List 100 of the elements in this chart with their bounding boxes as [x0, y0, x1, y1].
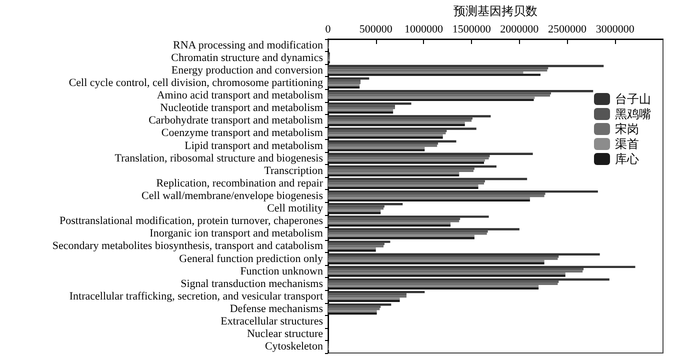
bar	[328, 222, 451, 224]
bar	[328, 197, 530, 200]
y-tick-label: General function prediction only	[179, 252, 324, 265]
bar	[328, 247, 376, 250]
bar	[328, 218, 460, 220]
bar	[328, 258, 558, 260]
bar	[328, 124, 465, 126]
bar	[328, 236, 474, 240]
legend-label: 台子山	[615, 92, 651, 106]
legend-label: 库心	[615, 152, 639, 166]
y-tick-label: Intracellular trafficking, secretion, and vesicular transport	[69, 290, 323, 302]
bar	[328, 216, 489, 218]
y-tick-label: Amino acid transport and metabolism	[156, 90, 324, 102]
bar	[328, 64, 604, 68]
bar	[328, 104, 395, 107]
bar	[328, 203, 403, 206]
y-tick-label: Defense mechanisms	[230, 303, 323, 316]
bar	[328, 262, 544, 264]
bar	[328, 159, 485, 162]
y-tick-label: Signal transduction mechanisms	[180, 278, 323, 290]
bar	[328, 310, 377, 312]
x-tick-label: 500000	[359, 24, 393, 36]
bar	[328, 82, 361, 84]
bar	[328, 98, 534, 102]
bar	[328, 142, 438, 145]
bar	[328, 210, 381, 212]
bar	[328, 152, 533, 156]
x-tick-label: 3000000	[596, 24, 635, 36]
y-tick-label: Cell motility	[267, 202, 324, 215]
bar	[328, 245, 384, 248]
bar	[328, 228, 520, 230]
bar	[328, 199, 530, 202]
bar	[328, 232, 487, 235]
bar	[328, 109, 394, 112]
bar	[328, 136, 443, 139]
bar	[328, 224, 451, 227]
y-tick-label: Coenzyme transport and metabolism	[161, 127, 324, 140]
bar	[328, 207, 384, 210]
bar	[328, 111, 394, 114]
bar	[328, 295, 406, 298]
bar	[328, 102, 412, 105]
bar	[328, 194, 544, 198]
bar	[328, 312, 377, 315]
bar	[328, 260, 544, 262]
bar	[328, 178, 528, 180]
bar	[328, 308, 380, 310]
bar	[328, 293, 406, 296]
bar	[328, 120, 472, 122]
y-tick-label: Energy production and conversion	[171, 64, 324, 76]
y-tick-label: Extracellular structures	[220, 316, 323, 328]
y-tick-label: Cytoskeleton	[264, 340, 324, 353]
bar	[328, 290, 425, 294]
y-tick-label: Replication, recombination and repair	[156, 177, 324, 190]
x-tick-label: 1000000	[404, 24, 444, 36]
bar	[328, 162, 484, 164]
bar	[328, 90, 594, 92]
bar	[328, 132, 446, 134]
bar	[328, 266, 636, 268]
y-tick-label: Nuclear structure	[246, 328, 324, 340]
bar	[328, 240, 390, 243]
bar	[328, 220, 460, 222]
y-tick-label: Function unknown	[240, 265, 324, 278]
bar	[328, 165, 496, 168]
y-tick-label: Carbohydrate transport and metabolism	[148, 114, 324, 127]
y-tick-label: Secondary metabolites biosynthesis, transport and catabolism	[52, 240, 324, 252]
y-tick-label: Posttranslational modification, protein turnover, chaperones	[60, 215, 323, 228]
bar	[328, 128, 476, 130]
bar	[328, 205, 384, 208]
bar	[328, 146, 425, 150]
bar	[328, 306, 381, 308]
y-tick-label: Inorganic ion transport and metabolism	[150, 228, 324, 240]
y-tick-label: Chromatin structure and dynamics	[171, 52, 323, 64]
y-tick-label: Cell cycle control, cell division, chromosome partitioning	[68, 76, 324, 89]
bar	[328, 96, 535, 99]
bar	[328, 304, 392, 306]
y-tick-label: Transcription	[264, 164, 324, 177]
bar	[328, 140, 456, 142]
y-tick-label: Cell wall/membrane/envelope biogenesis	[142, 190, 323, 202]
bar	[328, 122, 465, 124]
bar	[328, 149, 425, 152]
x-tick-label: 1500000	[452, 24, 492, 36]
bar	[328, 253, 600, 256]
bar	[328, 130, 447, 132]
bar	[328, 94, 550, 97]
legend-label: 黑鸡嘴	[615, 107, 651, 121]
bar	[328, 250, 376, 252]
bar	[328, 278, 610, 281]
bar	[328, 106, 395, 110]
bar	[328, 274, 566, 277]
bar	[328, 272, 566, 275]
x-axis-title: 预测基因拷贝数	[454, 4, 538, 18]
bar	[328, 144, 438, 147]
x-tick-label: 2000000	[500, 24, 540, 36]
legend-label: 宋岗	[615, 122, 639, 136]
bar	[328, 180, 485, 182]
x-tick-label: 0	[325, 24, 332, 36]
bar	[328, 212, 381, 214]
bar	[328, 255, 559, 258]
bar	[328, 234, 474, 237]
bar	[328, 300, 400, 302]
